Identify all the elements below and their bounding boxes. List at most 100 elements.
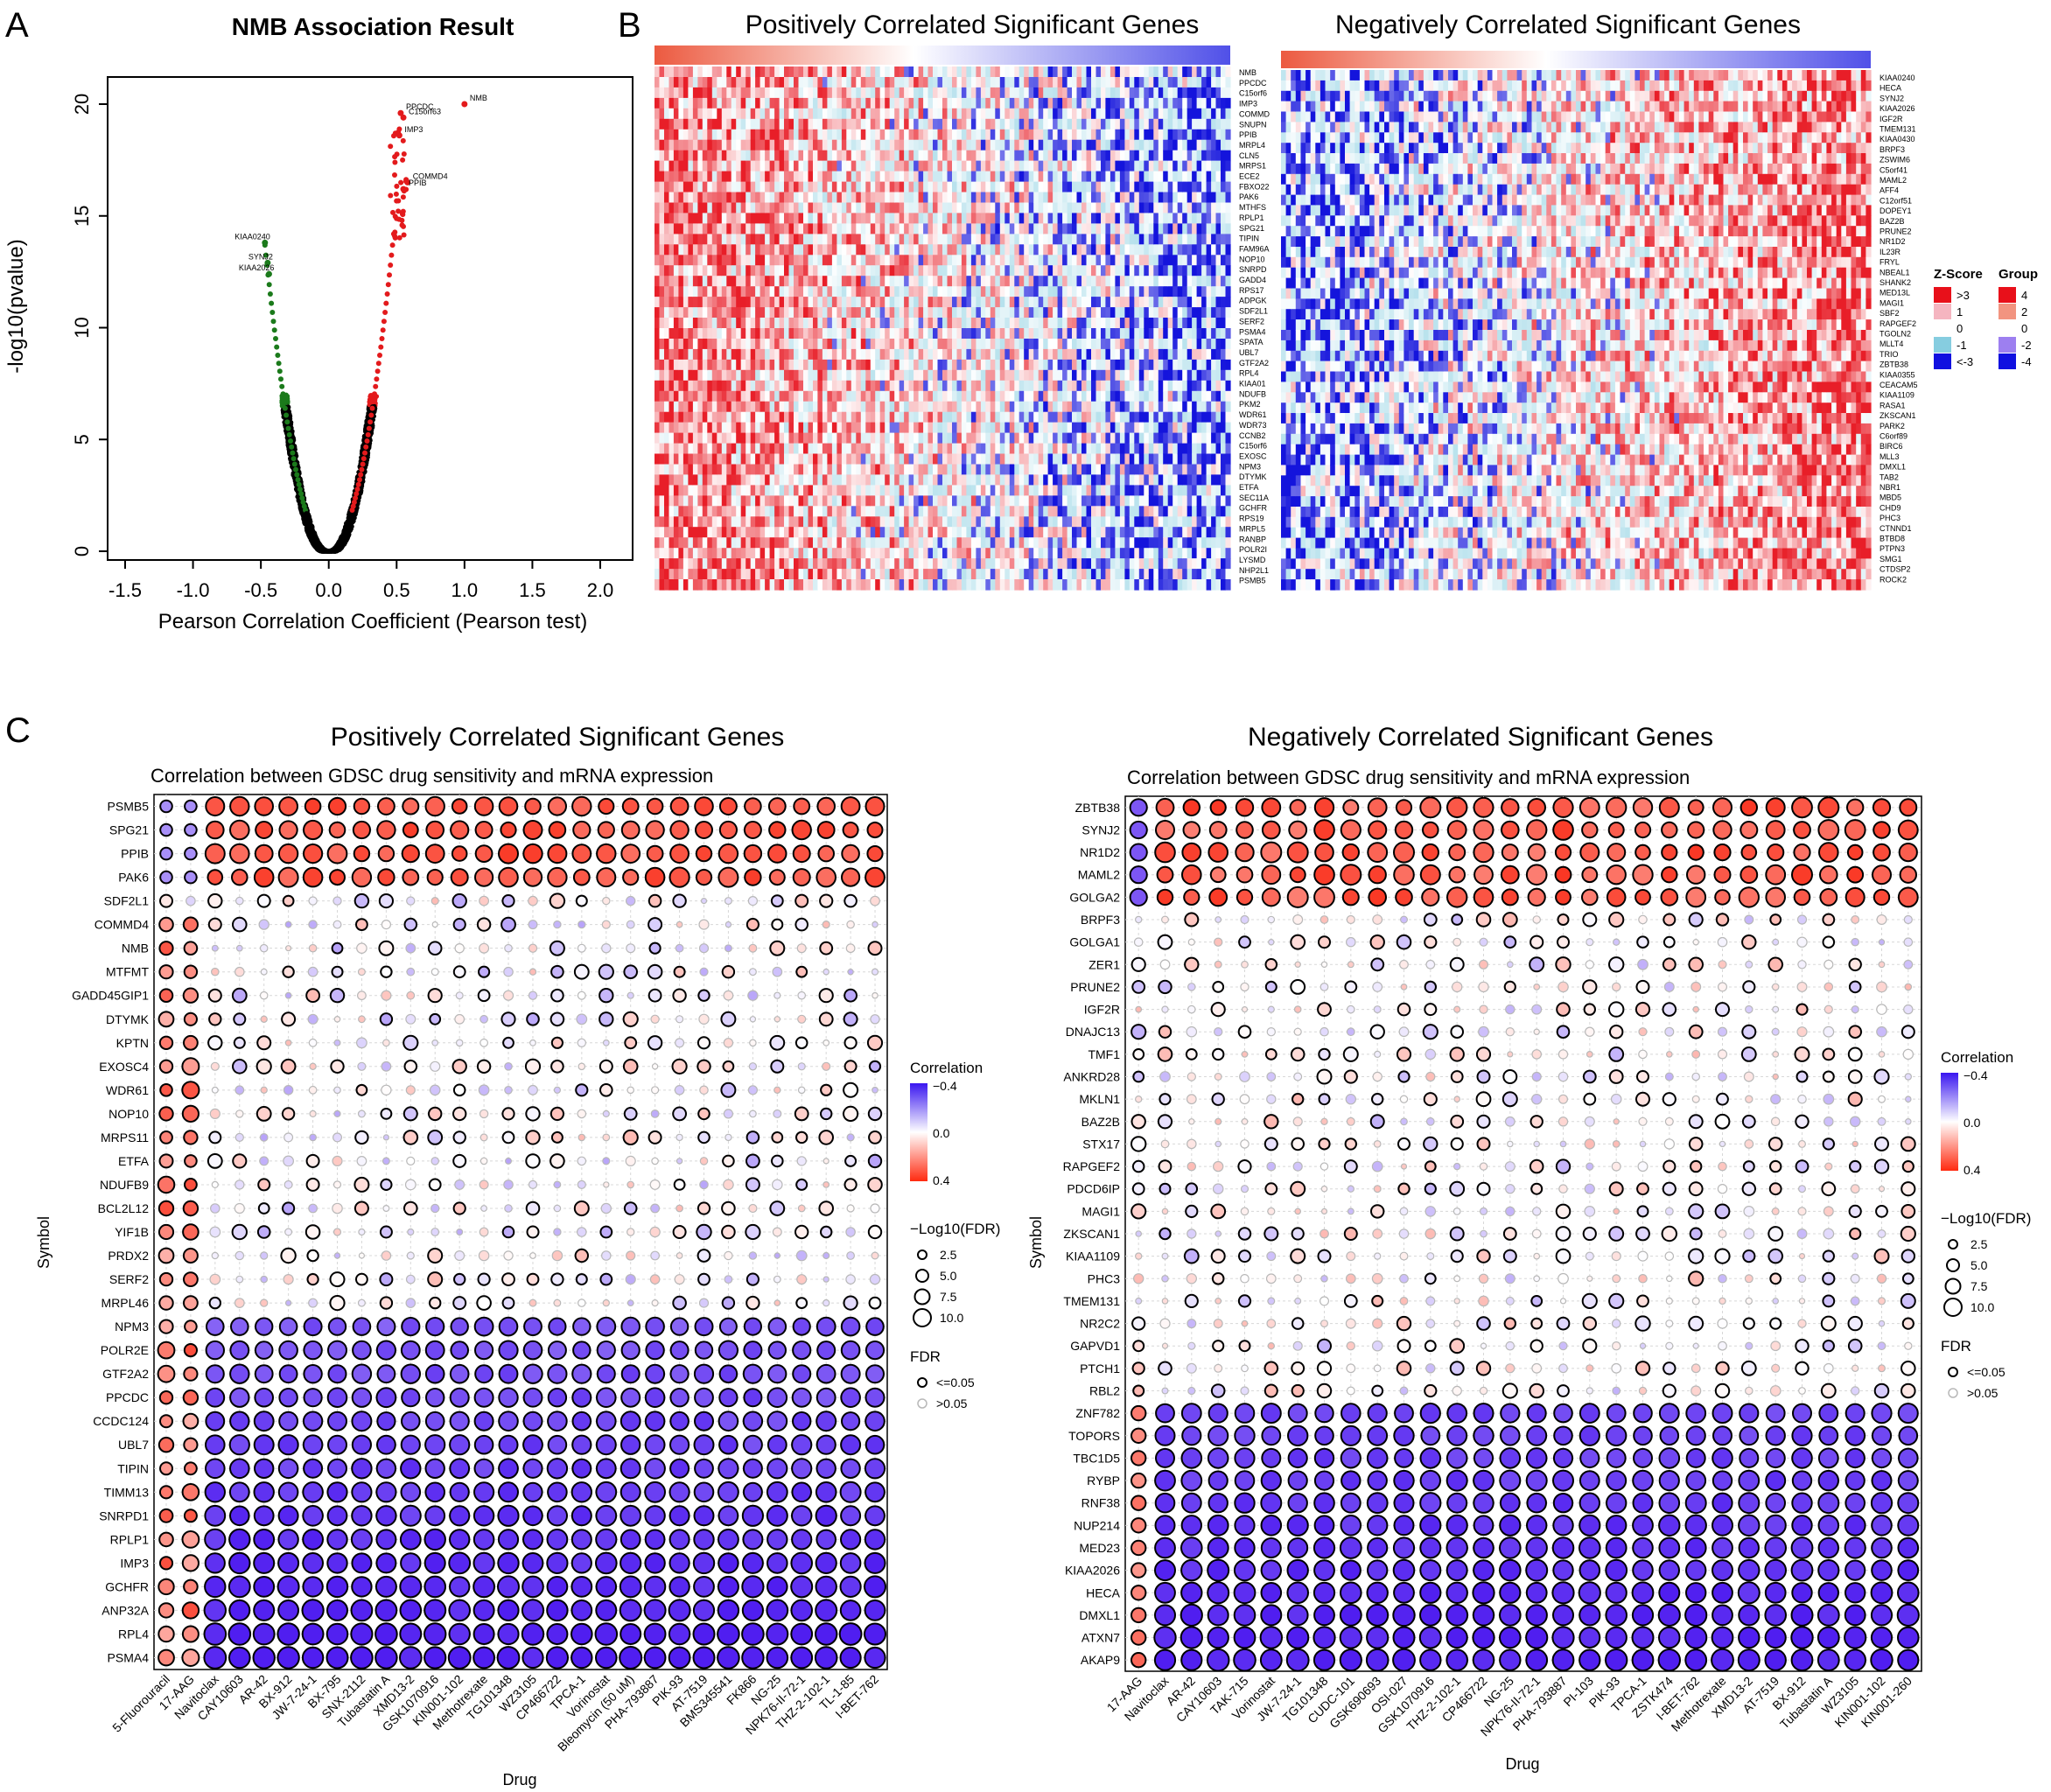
- heatmap-left-cell: [746, 234, 751, 245]
- heatmap-left-cell: [765, 66, 770, 78]
- heatmap-left-cell: [813, 192, 818, 204]
- heatmap-left-cell: [760, 485, 766, 496]
- heatmap-left-cell: [774, 381, 780, 392]
- heatmap-left-cell: [842, 412, 847, 424]
- heatmap-left-cell: [688, 140, 693, 151]
- heatmap-left-cell: [822, 495, 828, 507]
- heatmap-left-cell: [832, 558, 837, 570]
- heatmap-left-cell: [842, 318, 847, 329]
- heatmap-left-cell: [703, 465, 708, 476]
- heatmap-left-cell: [846, 213, 851, 224]
- heatmap-left-cell: [770, 130, 775, 141]
- heatmap-left-cell: [688, 474, 693, 486]
- heatmap-left-cell: [712, 433, 718, 444]
- heatmap-left-cell: [712, 286, 718, 298]
- heatmap-left-cell: [660, 474, 665, 486]
- heatmap-left-cell: [664, 349, 669, 360]
- heatmap-left-cell: [760, 77, 766, 88]
- heatmap-left-cell: [842, 265, 847, 276]
- heatmap-left-cell: [789, 339, 794, 350]
- heatmap-left-cell: [827, 223, 832, 234]
- heatmap-left-cell: [784, 444, 789, 455]
- heatmap-left-cell: [770, 172, 775, 183]
- heatmap-left-cell: [707, 108, 712, 120]
- heatmap-left-cell: [789, 465, 794, 476]
- heatmap-left-cell: [722, 140, 727, 151]
- heatmap-left-cell: [683, 276, 689, 287]
- heatmap-left-cell: [799, 402, 804, 413]
- heatmap-left-cell: [822, 516, 828, 528]
- heatmap-left-cell: [654, 349, 660, 360]
- heatmap-left-cell: [736, 495, 741, 507]
- heatmap-left-cell: [813, 213, 818, 224]
- heatmap-left-cell: [770, 265, 775, 276]
- heatmap-left-cell: [808, 391, 814, 402]
- heatmap-left-cell: [660, 495, 665, 507]
- heatmap-left-cell: [780, 527, 785, 538]
- heatmap-left-cell: [669, 444, 675, 455]
- heatmap-left-cell: [808, 98, 814, 109]
- heatmap-left-cell: [799, 381, 804, 392]
- heatmap-left-cell: [674, 402, 679, 413]
- heatmap-left-cell: [813, 433, 818, 444]
- heatmap-left-cell: [683, 182, 689, 193]
- heatmap-left-cell: [765, 255, 770, 266]
- heatmap-left-cell: [813, 140, 818, 151]
- heatmap-left-cell: [688, 203, 693, 214]
- heatmap-left-cell: [669, 558, 675, 570]
- heatmap-left-cell: [842, 569, 847, 580]
- heatmap-left-cell: [774, 474, 780, 486]
- heatmap-left-cell: [736, 527, 741, 538]
- heatmap-left-cell: [726, 360, 732, 371]
- heatmap-left-cell: [726, 495, 732, 507]
- heatmap-left-cell: [851, 423, 857, 434]
- heatmap-left-cell: [755, 527, 760, 538]
- heatmap-left-cell: [736, 506, 741, 517]
- heatmap-left-cell: [780, 339, 785, 350]
- heatmap-left-cell: [683, 98, 689, 109]
- heatmap-left-cell: [813, 150, 818, 162]
- heatmap-left-cell: [803, 192, 808, 204]
- heatmap-left-cell: [678, 527, 683, 538]
- heatmap-left-cell: [832, 182, 837, 193]
- heatmap-left-cell: [751, 339, 756, 350]
- heatmap-left-cell: [654, 255, 660, 266]
- heatmap-left-cell: [741, 234, 746, 245]
- heatmap-left-cell: [736, 192, 741, 204]
- heatmap-left-cell: [751, 485, 756, 496]
- heatmap-left-cell: [751, 579, 756, 591]
- heatmap-left-cell: [832, 88, 837, 99]
- heatmap-left-cell: [664, 527, 669, 538]
- heatmap-left-cell: [774, 276, 780, 287]
- volcano-highlight-point: [401, 186, 407, 192]
- heatmap-left-cell: [765, 161, 770, 172]
- heatmap-left-cell: [842, 203, 847, 214]
- heatmap-left-cell: [674, 558, 679, 570]
- heatmap-left-cell: [846, 307, 851, 318]
- heatmap-left-cell: [669, 297, 675, 308]
- heatmap-left-cell: [697, 474, 703, 486]
- heatmap-left-cell: [780, 307, 785, 318]
- heatmap-left-cell: [784, 192, 789, 204]
- heatmap-left-cell: [765, 381, 770, 392]
- heatmap-left-cell: [827, 172, 832, 183]
- heatmap-left-cell: [726, 244, 732, 256]
- heatmap-left-cell: [799, 130, 804, 141]
- heatmap-left-cell: [774, 88, 780, 99]
- heatmap-left-cell: [846, 223, 851, 234]
- heatmap-left-cell: [770, 381, 775, 392]
- volcano-point: [392, 154, 397, 159]
- heatmap-left-cell: [741, 465, 746, 476]
- heatmap-left-cell: [784, 349, 789, 360]
- heatmap-left-cell: [851, 339, 857, 350]
- heatmap-left-cell: [669, 412, 675, 424]
- heatmap-left-cell: [832, 360, 837, 371]
- heatmap-left-cell: [774, 77, 780, 88]
- heatmap-left-cell: [755, 119, 760, 130]
- heatmap-left-cell: [827, 349, 832, 360]
- heatmap-left-cell: [760, 119, 766, 130]
- heatmap-left-cell: [856, 98, 861, 109]
- heatmap-left-cell: [707, 433, 712, 444]
- heatmap-left-cell: [717, 516, 722, 528]
- heatmap-left-cell: [712, 255, 718, 266]
